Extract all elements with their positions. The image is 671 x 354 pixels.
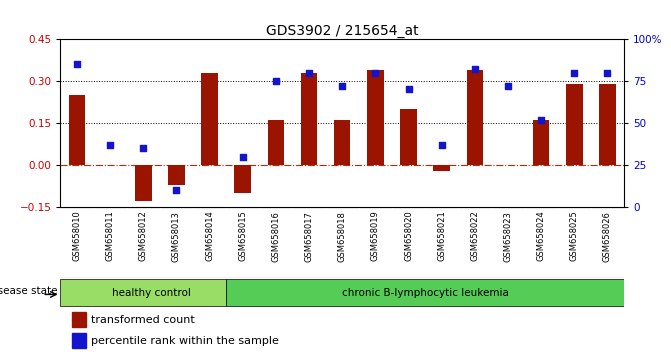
Bar xyxy=(367,70,384,165)
Point xyxy=(436,142,447,148)
Bar xyxy=(566,84,582,165)
Text: GSM658023: GSM658023 xyxy=(503,211,513,262)
Text: GSM658019: GSM658019 xyxy=(371,211,380,261)
Text: percentile rank within the sample: percentile rank within the sample xyxy=(91,336,279,346)
Bar xyxy=(72,333,86,348)
Point xyxy=(337,83,348,89)
Point xyxy=(569,70,580,75)
Text: GSM658021: GSM658021 xyxy=(437,211,446,261)
Point xyxy=(238,154,248,159)
Bar xyxy=(72,312,86,327)
Text: healthy control: healthy control xyxy=(112,288,191,298)
Bar xyxy=(135,165,152,201)
Text: GSM658024: GSM658024 xyxy=(537,211,546,261)
Bar xyxy=(334,120,350,165)
Text: disease state: disease state xyxy=(0,286,58,296)
Text: GSM658015: GSM658015 xyxy=(238,211,247,261)
Bar xyxy=(234,165,251,193)
Text: GSM658025: GSM658025 xyxy=(570,211,579,261)
Text: GSM658012: GSM658012 xyxy=(139,211,148,261)
Title: GDS3902 / 215654_at: GDS3902 / 215654_at xyxy=(266,24,419,38)
Text: GSM658026: GSM658026 xyxy=(603,211,612,262)
Text: GSM658018: GSM658018 xyxy=(338,211,347,262)
Bar xyxy=(301,73,317,165)
Text: GSM658016: GSM658016 xyxy=(271,211,280,262)
Bar xyxy=(400,109,417,165)
Bar xyxy=(533,120,550,165)
Point xyxy=(403,86,414,92)
Point xyxy=(602,70,613,75)
FancyBboxPatch shape xyxy=(60,279,226,307)
Text: GSM658010: GSM658010 xyxy=(72,211,81,261)
Point xyxy=(171,187,182,193)
Text: GSM658022: GSM658022 xyxy=(470,211,479,261)
Text: GSM658017: GSM658017 xyxy=(305,211,313,262)
Bar xyxy=(466,70,483,165)
Bar xyxy=(599,84,616,165)
Point xyxy=(304,70,315,75)
Point xyxy=(270,78,281,84)
Point xyxy=(535,117,546,122)
Text: transformed count: transformed count xyxy=(91,315,195,325)
FancyBboxPatch shape xyxy=(226,279,624,307)
Text: GSM658020: GSM658020 xyxy=(404,211,413,261)
Text: GSM658013: GSM658013 xyxy=(172,211,181,262)
Point xyxy=(204,19,215,25)
Bar xyxy=(201,73,218,165)
Text: GSM658011: GSM658011 xyxy=(105,211,115,261)
Point xyxy=(503,83,513,89)
Bar xyxy=(433,165,450,171)
Point xyxy=(105,142,115,148)
Point xyxy=(470,67,480,72)
Bar xyxy=(168,165,185,185)
Text: chronic B-lymphocytic leukemia: chronic B-lymphocytic leukemia xyxy=(342,288,509,298)
Point xyxy=(138,145,149,151)
Point xyxy=(72,61,83,67)
Bar xyxy=(268,120,285,165)
Text: GSM658014: GSM658014 xyxy=(205,211,214,261)
Bar xyxy=(68,95,85,165)
Point xyxy=(370,70,380,75)
